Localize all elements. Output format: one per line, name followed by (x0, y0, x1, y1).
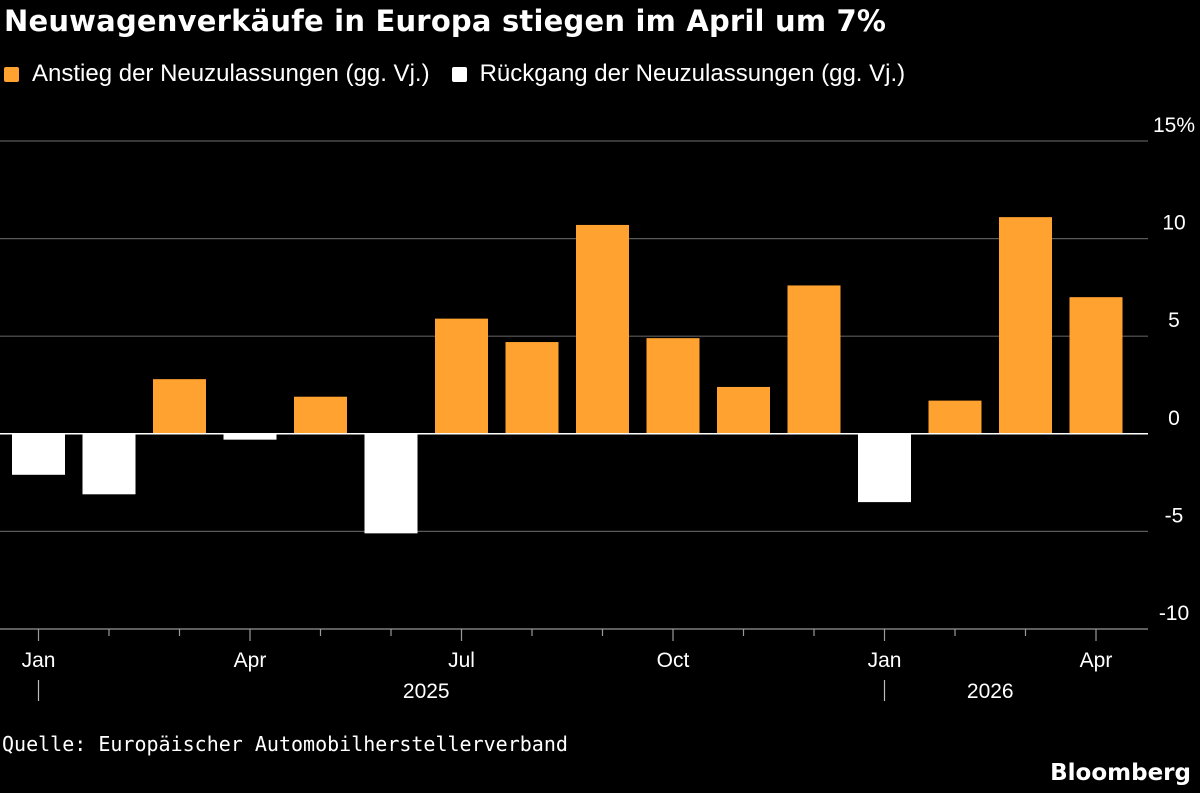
bloomberg-logo: Bloomberg (1050, 760, 1191, 786)
legend-item-decrease: Rückgang der Neuzulassungen (gg. Vj.) (451, 60, 906, 88)
bar-decrease (12, 433, 65, 475)
bar-increase (505, 342, 559, 434)
y-tick-label: 0 (1168, 407, 1180, 430)
legend-swatch-increase (4, 66, 19, 82)
bar-increase (999, 217, 1052, 434)
bar-increase (153, 379, 206, 434)
y-tick-label: 15% (1153, 114, 1195, 137)
x-tick-label: Jul (448, 649, 475, 672)
bar-increase (294, 396, 347, 434)
x-tick-label: Oct (657, 649, 690, 672)
bar-decrease (364, 433, 418, 534)
bar-decrease (82, 433, 136, 495)
year-label: 2026 (967, 680, 1014, 703)
y-tick-label: -10 (1159, 602, 1189, 625)
source-note: Quelle: Europäischer Automobilhersteller… (2, 732, 568, 756)
x-tick-label: Apr (234, 649, 267, 672)
x-tick-label: Jan (868, 649, 902, 672)
bar-increase (787, 285, 841, 434)
bar-increase (576, 224, 629, 434)
year-label: 2025 (403, 680, 450, 703)
y-tick-label: 10 (1162, 212, 1185, 235)
legend-label-increase: Anstieg der Neuzulassungen (gg. Vj.) (32, 60, 430, 87)
x-tick-label: Jan (22, 649, 56, 672)
bar-increase (435, 318, 488, 434)
bar-decrease (858, 433, 911, 503)
legend-swatch-decrease (451, 66, 467, 82)
bar-increase (1069, 297, 1123, 434)
bar-decrease (223, 433, 277, 440)
legend-label-decrease: Rückgang der Neuzulassungen (gg. Vj.) (479, 60, 906, 87)
x-tick-label: Apr (1080, 649, 1113, 672)
bar-increase (717, 386, 770, 434)
bar-increase (646, 338, 700, 434)
legend-item-increase: Anstieg der Neuzulassungen (gg. Vj.) (4, 60, 430, 88)
bar-increase (928, 400, 982, 434)
y-tick-label: 5 (1168, 309, 1180, 332)
y-tick-label: -5 (1165, 504, 1184, 527)
legend: Anstieg der Neuzulassungen (gg. Vj.) Rüc… (4, 60, 927, 88)
chart-title: Neuwagenverkäufe in Europa stiegen im Ap… (4, 4, 887, 38)
